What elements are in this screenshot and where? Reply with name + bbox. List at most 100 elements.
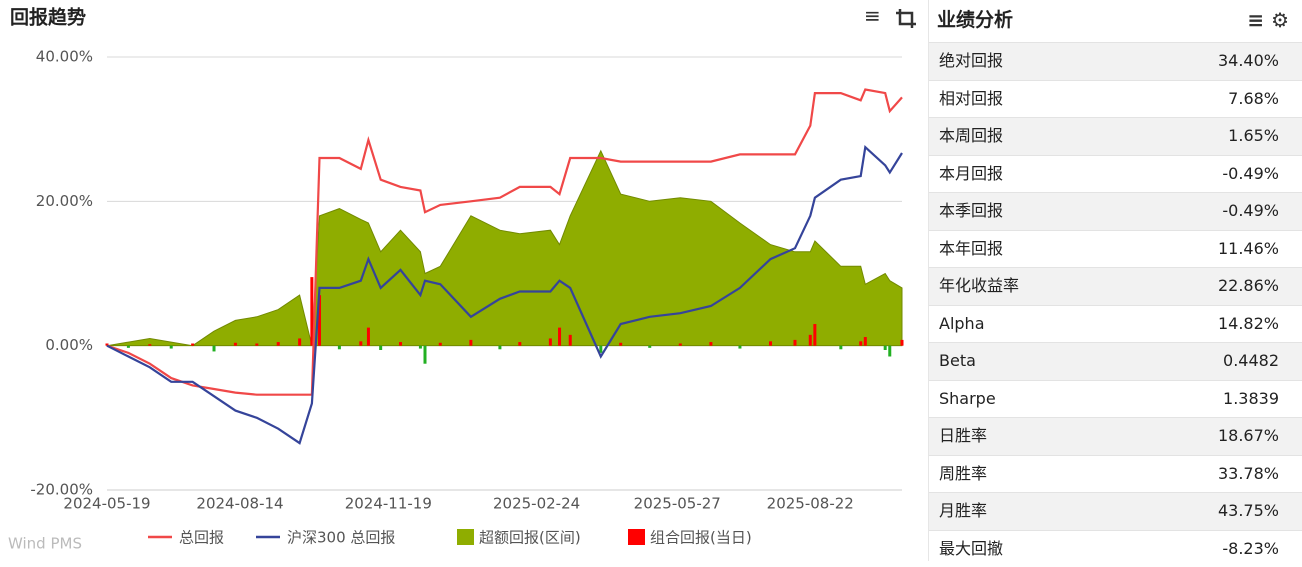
metric-label: 年化收益率 xyxy=(939,268,1019,305)
metric-label: Beta xyxy=(939,343,976,380)
daily-bar xyxy=(619,343,622,346)
panel-header: 业绩分析 ≡ ⚙ xyxy=(929,0,1302,42)
daily-bar xyxy=(558,328,561,346)
legend-item: 总回报 xyxy=(148,529,224,547)
daily-bar xyxy=(234,343,237,346)
metric-row: 周胜率 33.78% xyxy=(929,455,1302,493)
metric-row: 绝对回报 34.40% xyxy=(929,42,1302,80)
metric-value: 11.46% xyxy=(1218,231,1279,268)
legend-label: 超额回报(区间) xyxy=(479,529,581,547)
daily-bar xyxy=(498,346,501,350)
metric-value: 1.65% xyxy=(1228,118,1279,155)
x-tick-label: 2024-11-19 xyxy=(345,495,432,513)
legend-label: 组合回报(当日) xyxy=(650,529,752,547)
metric-label: 最大回撤 xyxy=(939,531,1003,567)
daily-bar xyxy=(298,338,301,345)
x-tick-label: 2025-08-22 xyxy=(767,495,854,513)
daily-bar xyxy=(569,335,572,346)
legend-item: 沪深300 总回报 xyxy=(256,529,395,547)
daily-bar xyxy=(738,346,741,349)
daily-bar xyxy=(769,341,772,345)
menu-icon[interactable]: ≡ xyxy=(864,4,881,28)
daily-bar xyxy=(170,346,173,349)
metric-label: 本周回报 xyxy=(939,118,1003,155)
daily-bar xyxy=(888,346,891,357)
panel-title: 业绩分析 xyxy=(937,9,1013,31)
daily-bar xyxy=(424,346,427,364)
legend-swatch xyxy=(457,529,474,545)
metric-row: 本月回报 -0.49% xyxy=(929,155,1302,193)
daily-bar xyxy=(901,340,904,346)
x-tick-label: 2025-05-27 xyxy=(634,495,721,513)
daily-bar xyxy=(359,341,362,345)
metric-value: 18.67% xyxy=(1218,418,1279,455)
metric-label: 本年回报 xyxy=(939,231,1003,268)
daily-bar xyxy=(367,328,370,346)
metric-value: 0.4482 xyxy=(1223,343,1279,380)
metric-value: 43.75% xyxy=(1218,493,1279,530)
daily-bar xyxy=(679,344,682,346)
y-tick-label: 20.00% xyxy=(36,192,93,210)
metric-value: 33.78% xyxy=(1218,456,1279,493)
crop-icon[interactable] xyxy=(896,9,916,28)
legend-label: 沪深300 总回报 xyxy=(287,529,395,547)
legend-item: 组合回报(当日) xyxy=(628,529,752,547)
daily-bar xyxy=(518,342,521,346)
metric-value: 22.86% xyxy=(1218,268,1279,305)
x-tick-label: 2024-05-19 xyxy=(63,495,150,513)
daily-bar xyxy=(277,342,280,346)
daily-bar xyxy=(439,343,442,346)
metric-value: 34.40% xyxy=(1218,43,1279,80)
plot-area xyxy=(106,57,904,490)
daily-bar xyxy=(399,342,402,346)
metric-row: 最大回撤-8.23% xyxy=(929,530,1302,567)
daily-bar xyxy=(469,340,472,346)
daily-bar xyxy=(213,346,216,352)
daily-bar xyxy=(648,346,651,348)
metric-row: 年化收益率 22.86% xyxy=(929,267,1302,305)
daily-bar xyxy=(148,344,151,345)
metric-label: Sharpe xyxy=(939,381,996,418)
metric-label: Alpha xyxy=(939,306,985,343)
metric-row: 月胜率 43.75% xyxy=(929,492,1302,530)
daily-bar xyxy=(549,338,552,345)
legend-swatch xyxy=(628,529,645,545)
metric-label: 本季回报 xyxy=(939,193,1003,230)
metric-label: 月胜率 xyxy=(939,493,987,530)
metric-label: 周胜率 xyxy=(939,456,987,493)
metric-value: 7.68% xyxy=(1228,81,1279,118)
metric-value: 1.3839 xyxy=(1223,381,1279,418)
daily-bar xyxy=(419,346,422,349)
legend-item: 超额回报(区间) xyxy=(457,529,581,547)
metric-row: Sharpe 1.3839 xyxy=(929,380,1302,418)
daily-bar xyxy=(127,346,130,348)
metric-label: 本月回报 xyxy=(939,156,1003,193)
chart-title: 回报趋势 xyxy=(10,6,86,29)
y-tick-label: 40.00% xyxy=(36,48,93,66)
daily-bar xyxy=(191,344,194,346)
metric-row: 本季回报 -0.49% xyxy=(929,192,1302,230)
chart: 回报趋势 ≡ Wind PMS -20.00%0.00%20.00%40.00%… xyxy=(0,0,918,561)
daily-bar xyxy=(709,342,712,346)
metric-row: Beta 0.4482 xyxy=(929,342,1302,380)
x-tick-label: 2025-02-24 xyxy=(493,495,580,513)
daily-bar xyxy=(839,346,842,350)
metric-label: 绝对回报 xyxy=(939,43,1003,80)
metric-value: -0.49% xyxy=(1222,156,1279,193)
metric-label: 相对回报 xyxy=(939,81,1003,118)
metric-row: 相对回报 7.68% xyxy=(929,80,1302,118)
daily-bar xyxy=(809,335,812,346)
x-tick-label: 2024-08-14 xyxy=(196,495,283,513)
metric-label: 日胜率 xyxy=(939,418,987,455)
watermark: Wind PMS xyxy=(8,535,82,553)
daily-bar xyxy=(379,346,382,350)
excess-area xyxy=(107,151,902,346)
metric-row: 日胜率 18.67% xyxy=(929,417,1302,455)
panel-icons[interactable]: ≡ ⚙ xyxy=(1247,0,1289,40)
daily-bar xyxy=(255,344,258,346)
metric-value: -0.49% xyxy=(1222,193,1279,230)
